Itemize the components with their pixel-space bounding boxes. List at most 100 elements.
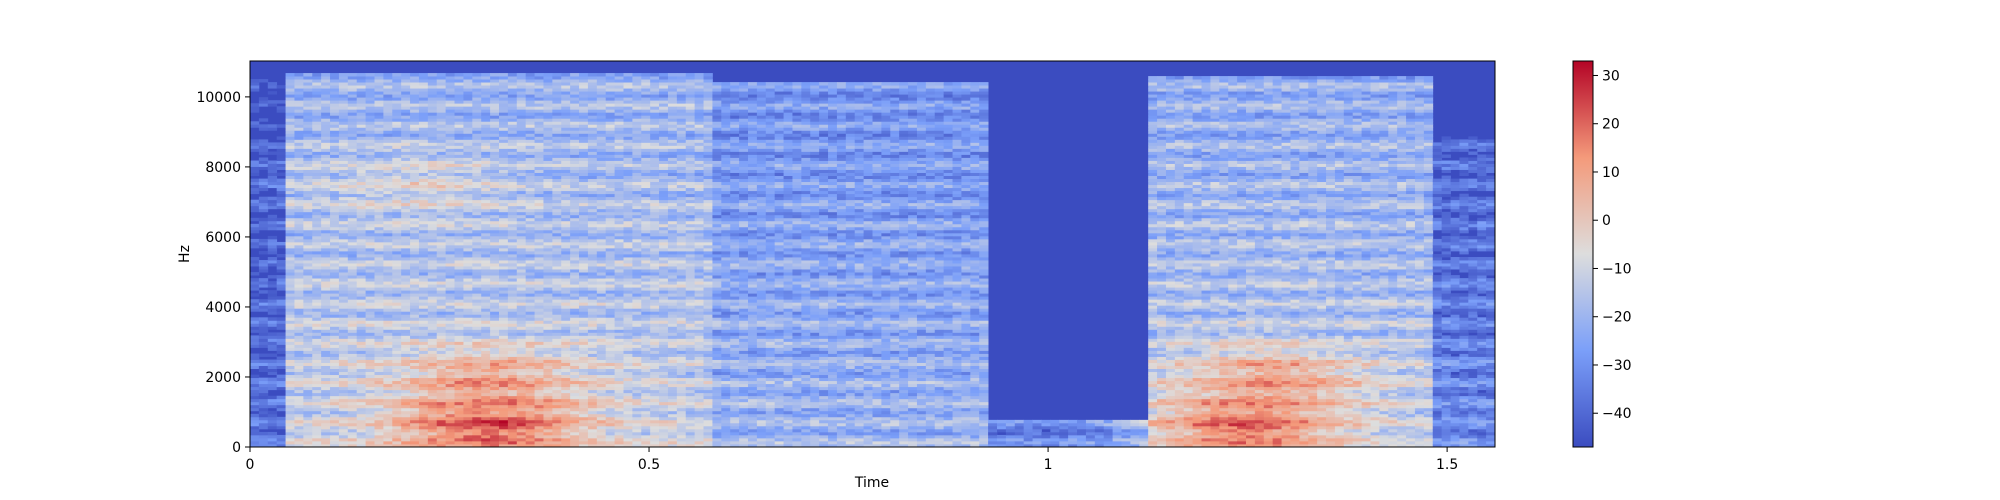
spectrogram-cell bbox=[267, 257, 278, 261]
spectrogram-cell bbox=[418, 103, 429, 107]
spectrogram-cell bbox=[267, 299, 278, 303]
spectrogram-cell bbox=[525, 178, 535, 183]
spectrogram-cell bbox=[587, 275, 598, 279]
spectrogram-cell bbox=[499, 308, 509, 312]
spectrogram-cell bbox=[552, 247, 562, 252]
spectrogram-cell bbox=[570, 169, 580, 173]
spectrogram-cell bbox=[490, 275, 500, 279]
spectrogram-cell bbox=[543, 226, 553, 231]
spectrogram-cell bbox=[454, 250, 464, 255]
spectrogram-cell bbox=[445, 244, 455, 249]
spectrogram-cell bbox=[383, 229, 393, 234]
spectrogram-cell bbox=[330, 226, 340, 231]
spectrogram-cell bbox=[427, 359, 438, 363]
spectrogram-cell bbox=[507, 148, 518, 152]
spectrogram-cell bbox=[312, 106, 322, 110]
spectrogram-cell bbox=[481, 139, 491, 143]
spectrogram-cell bbox=[374, 184, 384, 189]
spectrogram-cell bbox=[463, 193, 473, 198]
spectrogram-cell bbox=[534, 196, 544, 201]
spectrogram-cell bbox=[596, 163, 607, 167]
spectrogram-cell bbox=[392, 338, 402, 342]
spectrogram-cell bbox=[507, 377, 518, 382]
spectrogram-cell bbox=[454, 386, 464, 391]
spectrogram-cell bbox=[614, 398, 624, 403]
spectrogram-cell bbox=[596, 425, 607, 430]
spectrogram-cell bbox=[507, 344, 518, 348]
spectrogram-cell bbox=[250, 142, 260, 146]
spectrogram-cell bbox=[392, 257, 402, 261]
spectrogram-cell bbox=[605, 374, 615, 379]
spectrogram-cell bbox=[445, 166, 455, 170]
spectrogram-cell bbox=[614, 356, 624, 360]
spectrogram-cell bbox=[445, 112, 455, 116]
spectrogram-cell bbox=[463, 229, 473, 234]
spectrogram-cell bbox=[410, 257, 420, 261]
spectrogram-cell bbox=[250, 257, 260, 261]
spectrogram-cell bbox=[427, 238, 438, 243]
spectrogram-cell bbox=[499, 73, 509, 77]
spectrogram-cell bbox=[401, 109, 411, 113]
spectrogram-cell bbox=[463, 272, 473, 276]
spectrogram-cell bbox=[472, 359, 482, 363]
spectrogram-cell bbox=[338, 181, 349, 186]
spectrogram-cell bbox=[543, 163, 553, 167]
spectrogram-cell bbox=[543, 275, 553, 279]
spectrogram-cell bbox=[356, 329, 366, 333]
spectrogram-cell bbox=[312, 413, 322, 418]
spectrogram-cell bbox=[276, 157, 286, 161]
spectrogram-cell bbox=[543, 199, 553, 204]
spectrogram-cell bbox=[499, 341, 509, 345]
spectrogram-cell bbox=[543, 250, 553, 255]
spectrogram-cell bbox=[418, 410, 429, 415]
spectrogram-cell bbox=[383, 398, 393, 403]
spectrogram-cell bbox=[374, 154, 384, 158]
spectrogram-cell bbox=[383, 169, 393, 173]
spectrogram-cell bbox=[418, 88, 429, 92]
spectrogram-cell bbox=[267, 410, 278, 415]
spectrogram-cell bbox=[321, 139, 331, 143]
spectrogram-cell bbox=[418, 281, 429, 285]
spectrogram-cell bbox=[534, 281, 544, 285]
spectrogram-cell bbox=[410, 154, 420, 158]
spectrogram-cell bbox=[561, 365, 571, 369]
spectrogram-cell bbox=[534, 115, 544, 119]
spectrogram-cell bbox=[267, 434, 278, 439]
spectrogram-cell bbox=[312, 272, 322, 276]
spectrogram-cell bbox=[605, 266, 615, 270]
spectrogram-cell bbox=[276, 151, 286, 155]
spectrogram-cell bbox=[454, 275, 464, 279]
spectrogram-cell bbox=[330, 199, 340, 204]
spectrogram-cell bbox=[561, 425, 571, 430]
spectrogram-cell bbox=[338, 380, 349, 385]
spectrogram-cell bbox=[374, 199, 384, 204]
spectrogram-cell bbox=[436, 190, 447, 195]
spectrogram-cell bbox=[267, 290, 278, 294]
spectrogram-cell bbox=[374, 290, 384, 294]
spectrogram-cell bbox=[418, 148, 429, 152]
spectrogram-cell bbox=[258, 208, 269, 213]
spectrogram-cell bbox=[472, 416, 482, 421]
spectrogram-cell bbox=[516, 308, 527, 312]
spectrogram-cell bbox=[605, 260, 615, 264]
spectrogram-cell bbox=[356, 121, 366, 125]
spectrogram-cell bbox=[410, 142, 420, 146]
spectrogram-cell bbox=[267, 437, 278, 442]
spectrogram-cell bbox=[463, 386, 473, 391]
spectrogram-cell bbox=[445, 97, 455, 101]
spectrogram-cell bbox=[374, 100, 384, 104]
spectrogram-cell bbox=[570, 374, 580, 379]
spectrogram-cell bbox=[418, 428, 429, 433]
spectrogram-cell bbox=[321, 247, 331, 252]
spectrogram-cell bbox=[499, 250, 509, 255]
spectrogram-cell bbox=[285, 76, 295, 80]
spectrogram-cell bbox=[418, 299, 429, 303]
spectrogram-cell bbox=[445, 184, 455, 189]
spectrogram-cell bbox=[392, 320, 402, 324]
spectrogram-cell bbox=[294, 419, 304, 424]
spectrogram-cell bbox=[543, 247, 553, 252]
spectrogram-cell bbox=[570, 79, 580, 83]
spectrogram-cell bbox=[454, 91, 464, 95]
spectrogram-cell bbox=[570, 196, 580, 201]
spectrogram-cell bbox=[543, 401, 553, 406]
